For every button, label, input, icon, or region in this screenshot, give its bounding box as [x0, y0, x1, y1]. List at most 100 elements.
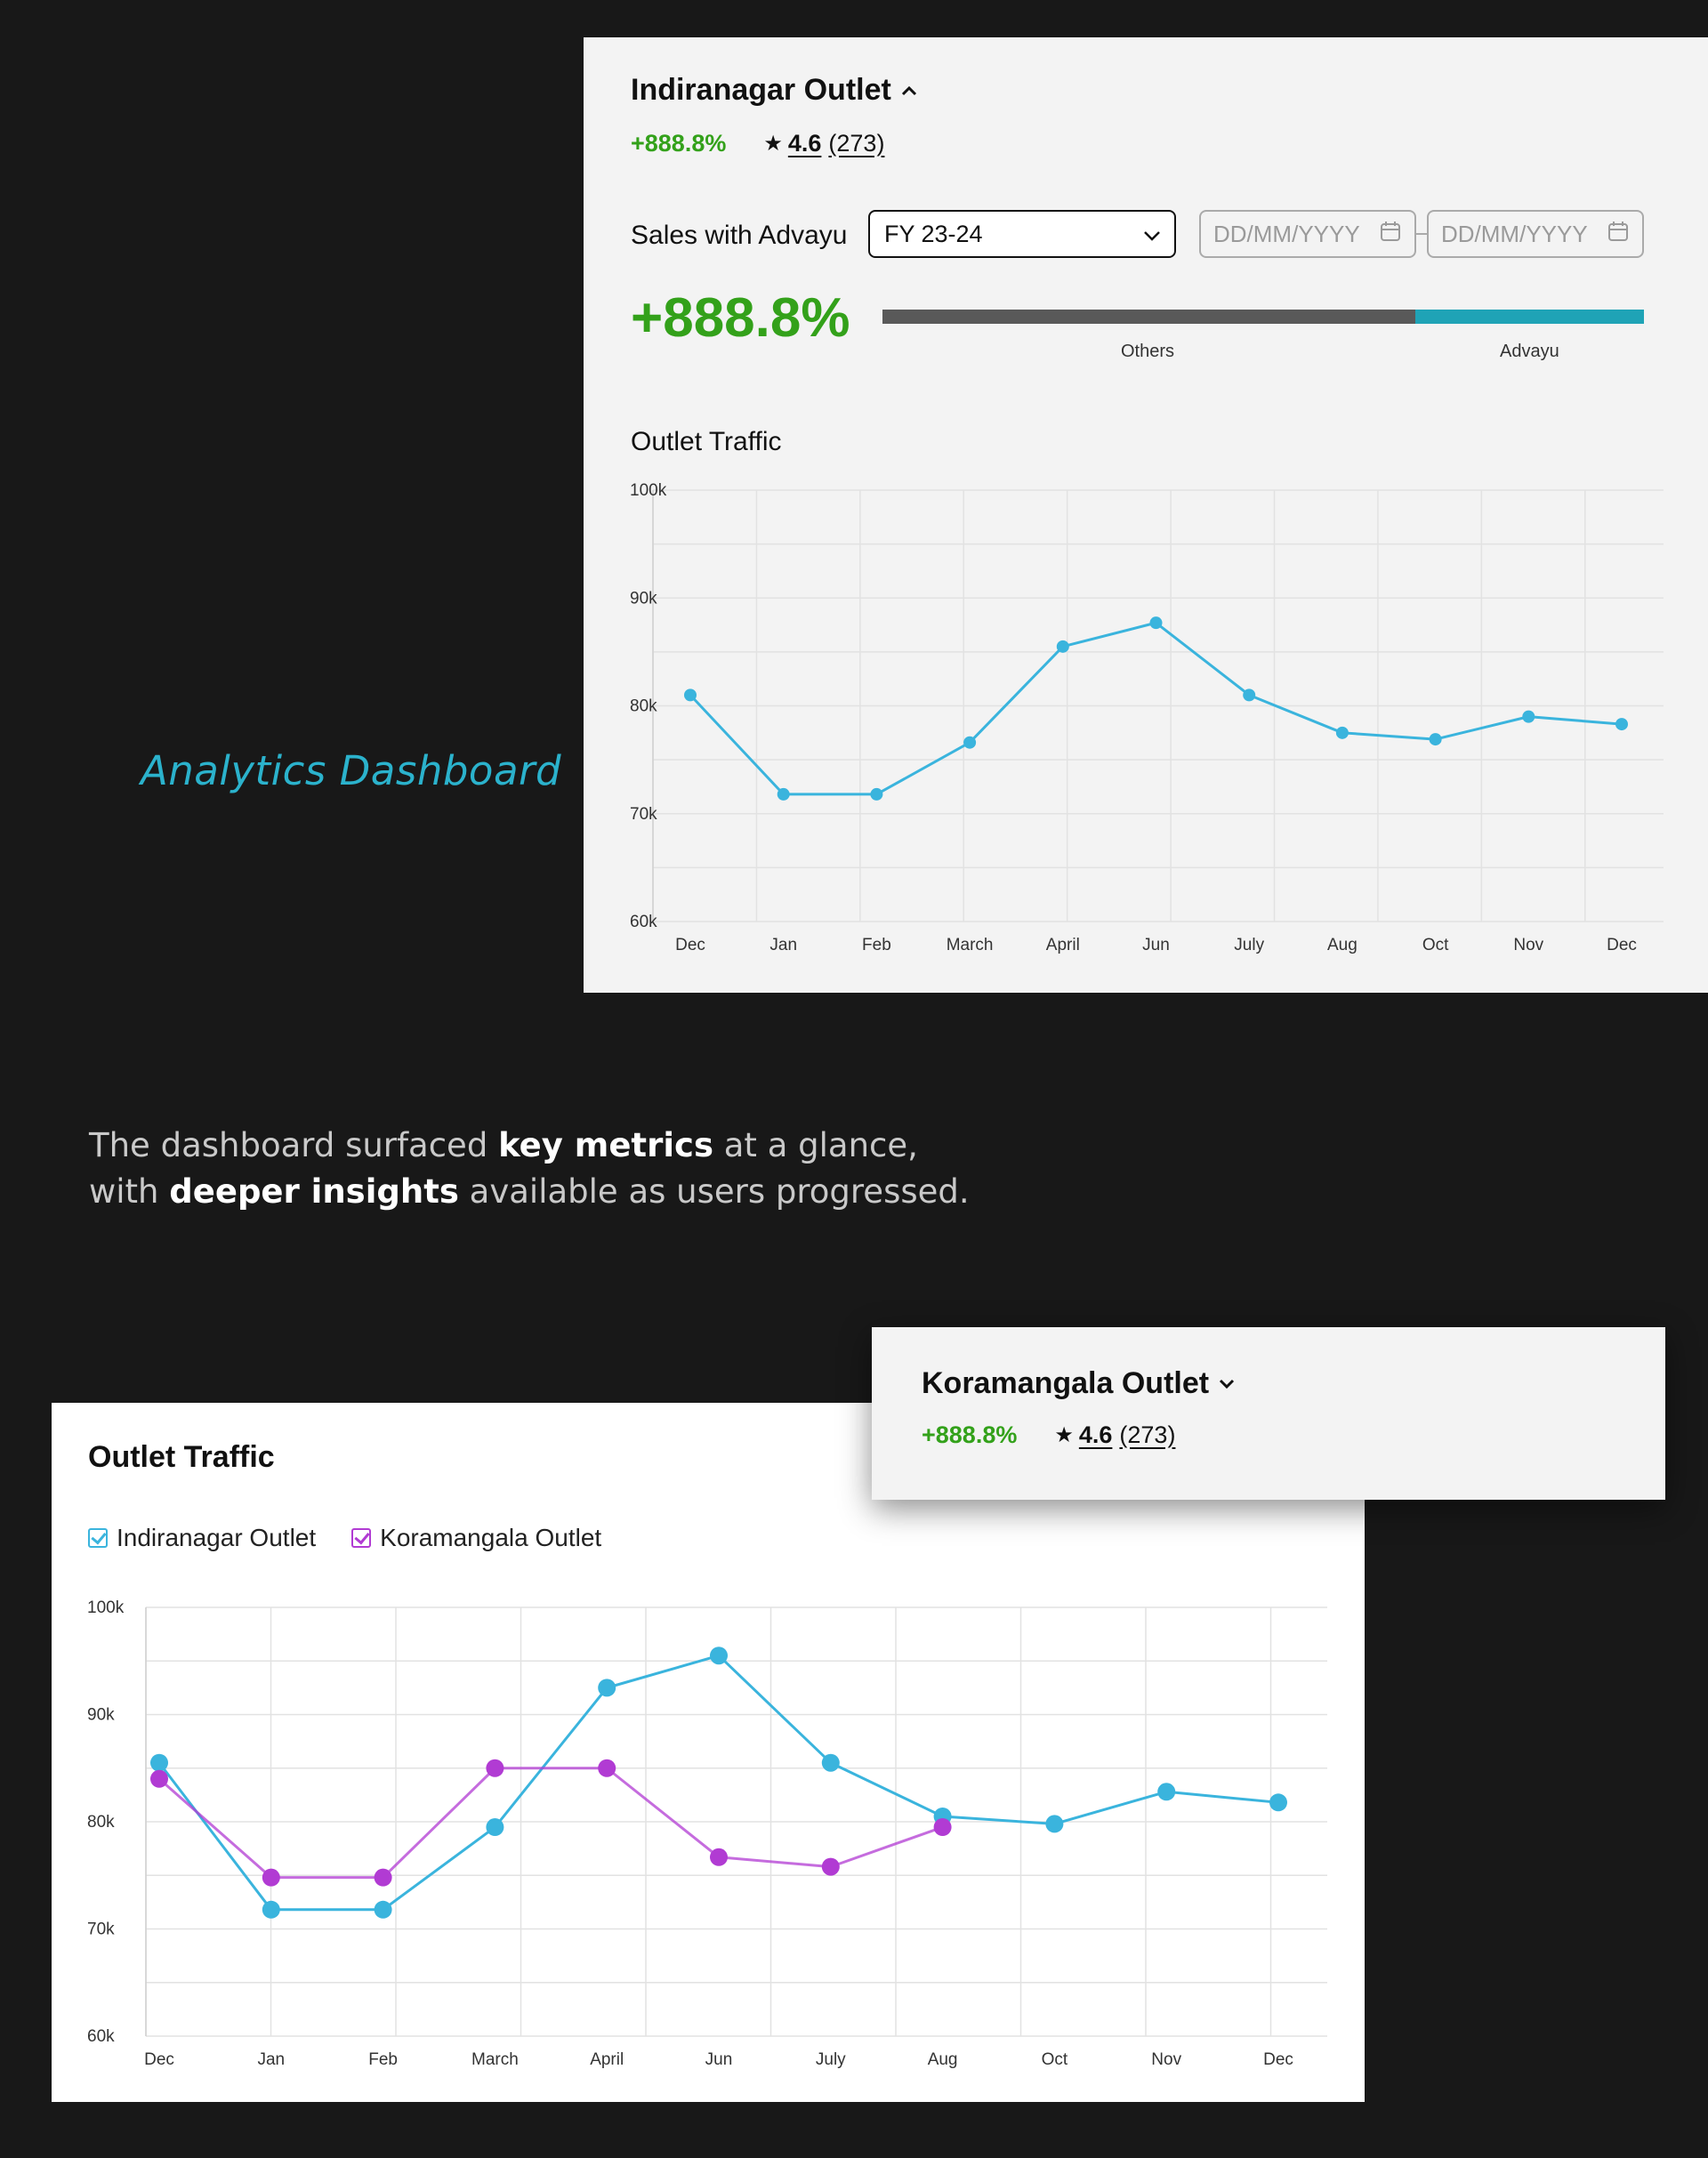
outlet-meta: +888.8% ★ 4.6 (273)	[922, 1421, 1175, 1449]
data-point	[870, 787, 883, 801]
text-segment: with	[89, 1172, 170, 1211]
rating-value[interactable]: 4.6	[787, 130, 822, 157]
data-point	[150, 1769, 168, 1788]
y-tick-label: 90k	[87, 1706, 115, 1725]
x-tick-label: Dec	[675, 936, 705, 954]
x-tick-label: Jan	[769, 936, 797, 954]
outlet-traffic-chart: 100k 90k 80k 70k 60k Dec Jan Feb March April Jun Ju…	[630, 481, 1664, 954]
comparison-panel: Outlet Traffic Indiranagar Outlet Korama…	[52, 1403, 1365, 2102]
data-point	[963, 736, 977, 749]
data-point	[1045, 1815, 1064, 1833]
series-line	[158, 1767, 944, 1880]
chevron-down-icon	[1142, 221, 1162, 248]
x-tick-label: Feb	[862, 936, 891, 954]
y-tick-label: 100k	[87, 1598, 125, 1617]
fiscal-year-value: FY 23-24	[884, 220, 983, 247]
data-point	[598, 1679, 616, 1697]
data-point	[710, 1848, 728, 1866]
x-tick-label: Feb	[368, 2050, 398, 2069]
data-point	[710, 1647, 728, 1665]
x-tick-label: Jun	[705, 2050, 733, 2069]
x-tick-label: Aug	[928, 2050, 958, 2069]
advayu-label: Advayu	[1500, 342, 1559, 361]
y-tick-label: 70k	[630, 805, 657, 824]
chevron-down-icon	[1218, 1373, 1236, 1396]
analytics-dashboard-caption: Analytics Dashboard	[141, 747, 562, 794]
outlet-popup-card[interactable]: Koramangala Outlet +888.8% ★ 4.6 (273)	[872, 1327, 1665, 1500]
y-tick-label: 80k	[87, 1813, 115, 1832]
y-tick-label: 60k	[630, 913, 657, 931]
data-point	[1157, 1783, 1176, 1801]
data-point	[374, 1900, 392, 1919]
text-segment: at a glance,	[713, 1126, 918, 1164]
star-icon: ★	[763, 132, 783, 156]
end-date-input[interactable]: DD/MM/YYYY	[1427, 210, 1644, 258]
checkbox-icon[interactable]	[351, 1528, 372, 1548]
x-tick-label: Nov	[1151, 2050, 1181, 2069]
legend-label: Koramangala Outlet	[380, 1524, 602, 1551]
advayu-share-fill	[1415, 310, 1644, 324]
data-point	[1056, 640, 1069, 653]
y-tick-label: 90k	[630, 589, 657, 608]
sales-label: Sales with Advayu	[631, 221, 848, 250]
chart-title: Outlet Traffic	[631, 427, 782, 456]
x-tick-label: Oct	[1042, 2050, 1068, 2069]
emphasis-key-metrics: key metrics	[498, 1126, 713, 1164]
start-date-input[interactable]: DD/MM/YYYY	[1199, 210, 1416, 258]
review-count[interactable]: (273)	[1119, 1421, 1176, 1448]
legend-label: Indiranagar Outlet	[117, 1524, 317, 1551]
others-label: Others	[1121, 342, 1175, 361]
rating-value[interactable]: 4.6	[1078, 1421, 1113, 1448]
data-point	[1243, 688, 1256, 702]
sales-split-bar	[882, 310, 1644, 324]
data-point	[486, 1818, 504, 1837]
checkbox-icon[interactable]	[88, 1528, 108, 1548]
x-tick-label: Jun	[1142, 936, 1170, 954]
text-segment: The dashboard surfaced	[89, 1126, 499, 1164]
x-tick-label: April	[590, 2050, 624, 2069]
data-point	[1615, 718, 1628, 731]
x-tick-label: April	[1046, 936, 1080, 954]
x-tick-label: Dec	[1263, 2050, 1293, 2069]
data-point	[262, 1900, 280, 1919]
emphasis-deeper-insights: deeper insights	[169, 1172, 459, 1211]
comparison-traffic-chart: 100k 90k 80k 70k 60k Dec Jan Feb March April Jun Ju…	[87, 1598, 1327, 2069]
data-point	[933, 1818, 952, 1837]
y-tick-label: 80k	[630, 697, 657, 716]
legend-item-indiranagar[interactable]: Indiranagar Outlet	[88, 1524, 316, 1552]
fiscal-year-select[interactable]: FY 23-24	[868, 210, 1176, 258]
data-point	[374, 1868, 392, 1887]
outlet-name: Koramangala Outlet	[922, 1366, 1210, 1400]
data-point	[262, 1868, 280, 1887]
data-point	[1269, 1793, 1287, 1812]
data-point	[1522, 710, 1535, 723]
growth-percentage: +888.8%	[922, 1421, 1018, 1448]
calendar-icon[interactable]	[1607, 220, 1630, 249]
y-tick-label: 60k	[87, 2027, 115, 2046]
comparison-chart-title: Outlet Traffic	[88, 1440, 275, 1474]
data-point	[486, 1759, 504, 1777]
calendar-icon[interactable]	[1379, 220, 1402, 249]
start-date-placeholder: DD/MM/YYYY	[1213, 220, 1360, 247]
chart-legend: Indiranagar Outlet Koramangala Outlet	[88, 1524, 637, 1552]
star-icon: ★	[1054, 1423, 1074, 1447]
data-point	[1429, 733, 1442, 746]
data-point	[598, 1759, 616, 1777]
data-point	[684, 688, 697, 702]
x-tick-label: Dec	[144, 2050, 174, 2069]
insight-description: The dashboard surfaced key metrics at a …	[89, 1123, 970, 1215]
review-count[interactable]: (273)	[828, 130, 885, 157]
series-line	[157, 1654, 1279, 1912]
legend-item-koramangala[interactable]: Koramangala Outlet	[351, 1524, 601, 1552]
growth-percentage: +888.8%	[631, 130, 727, 157]
outlet-selector[interactable]: Indiranagar Outlet	[631, 73, 918, 108]
x-tick-label: Jan	[257, 2050, 285, 2069]
x-tick-label: March	[947, 936, 994, 954]
x-tick-label: March	[471, 2050, 519, 2069]
outlet-selector[interactable]: Koramangala Outlet	[922, 1366, 1236, 1401]
end-date-placeholder: DD/MM/YYYY	[1441, 220, 1588, 247]
sales-growth-value: +888.8%	[631, 287, 850, 349]
data-point	[1149, 616, 1163, 630]
data-point	[150, 1753, 168, 1772]
chevron-up-icon	[900, 79, 918, 102]
